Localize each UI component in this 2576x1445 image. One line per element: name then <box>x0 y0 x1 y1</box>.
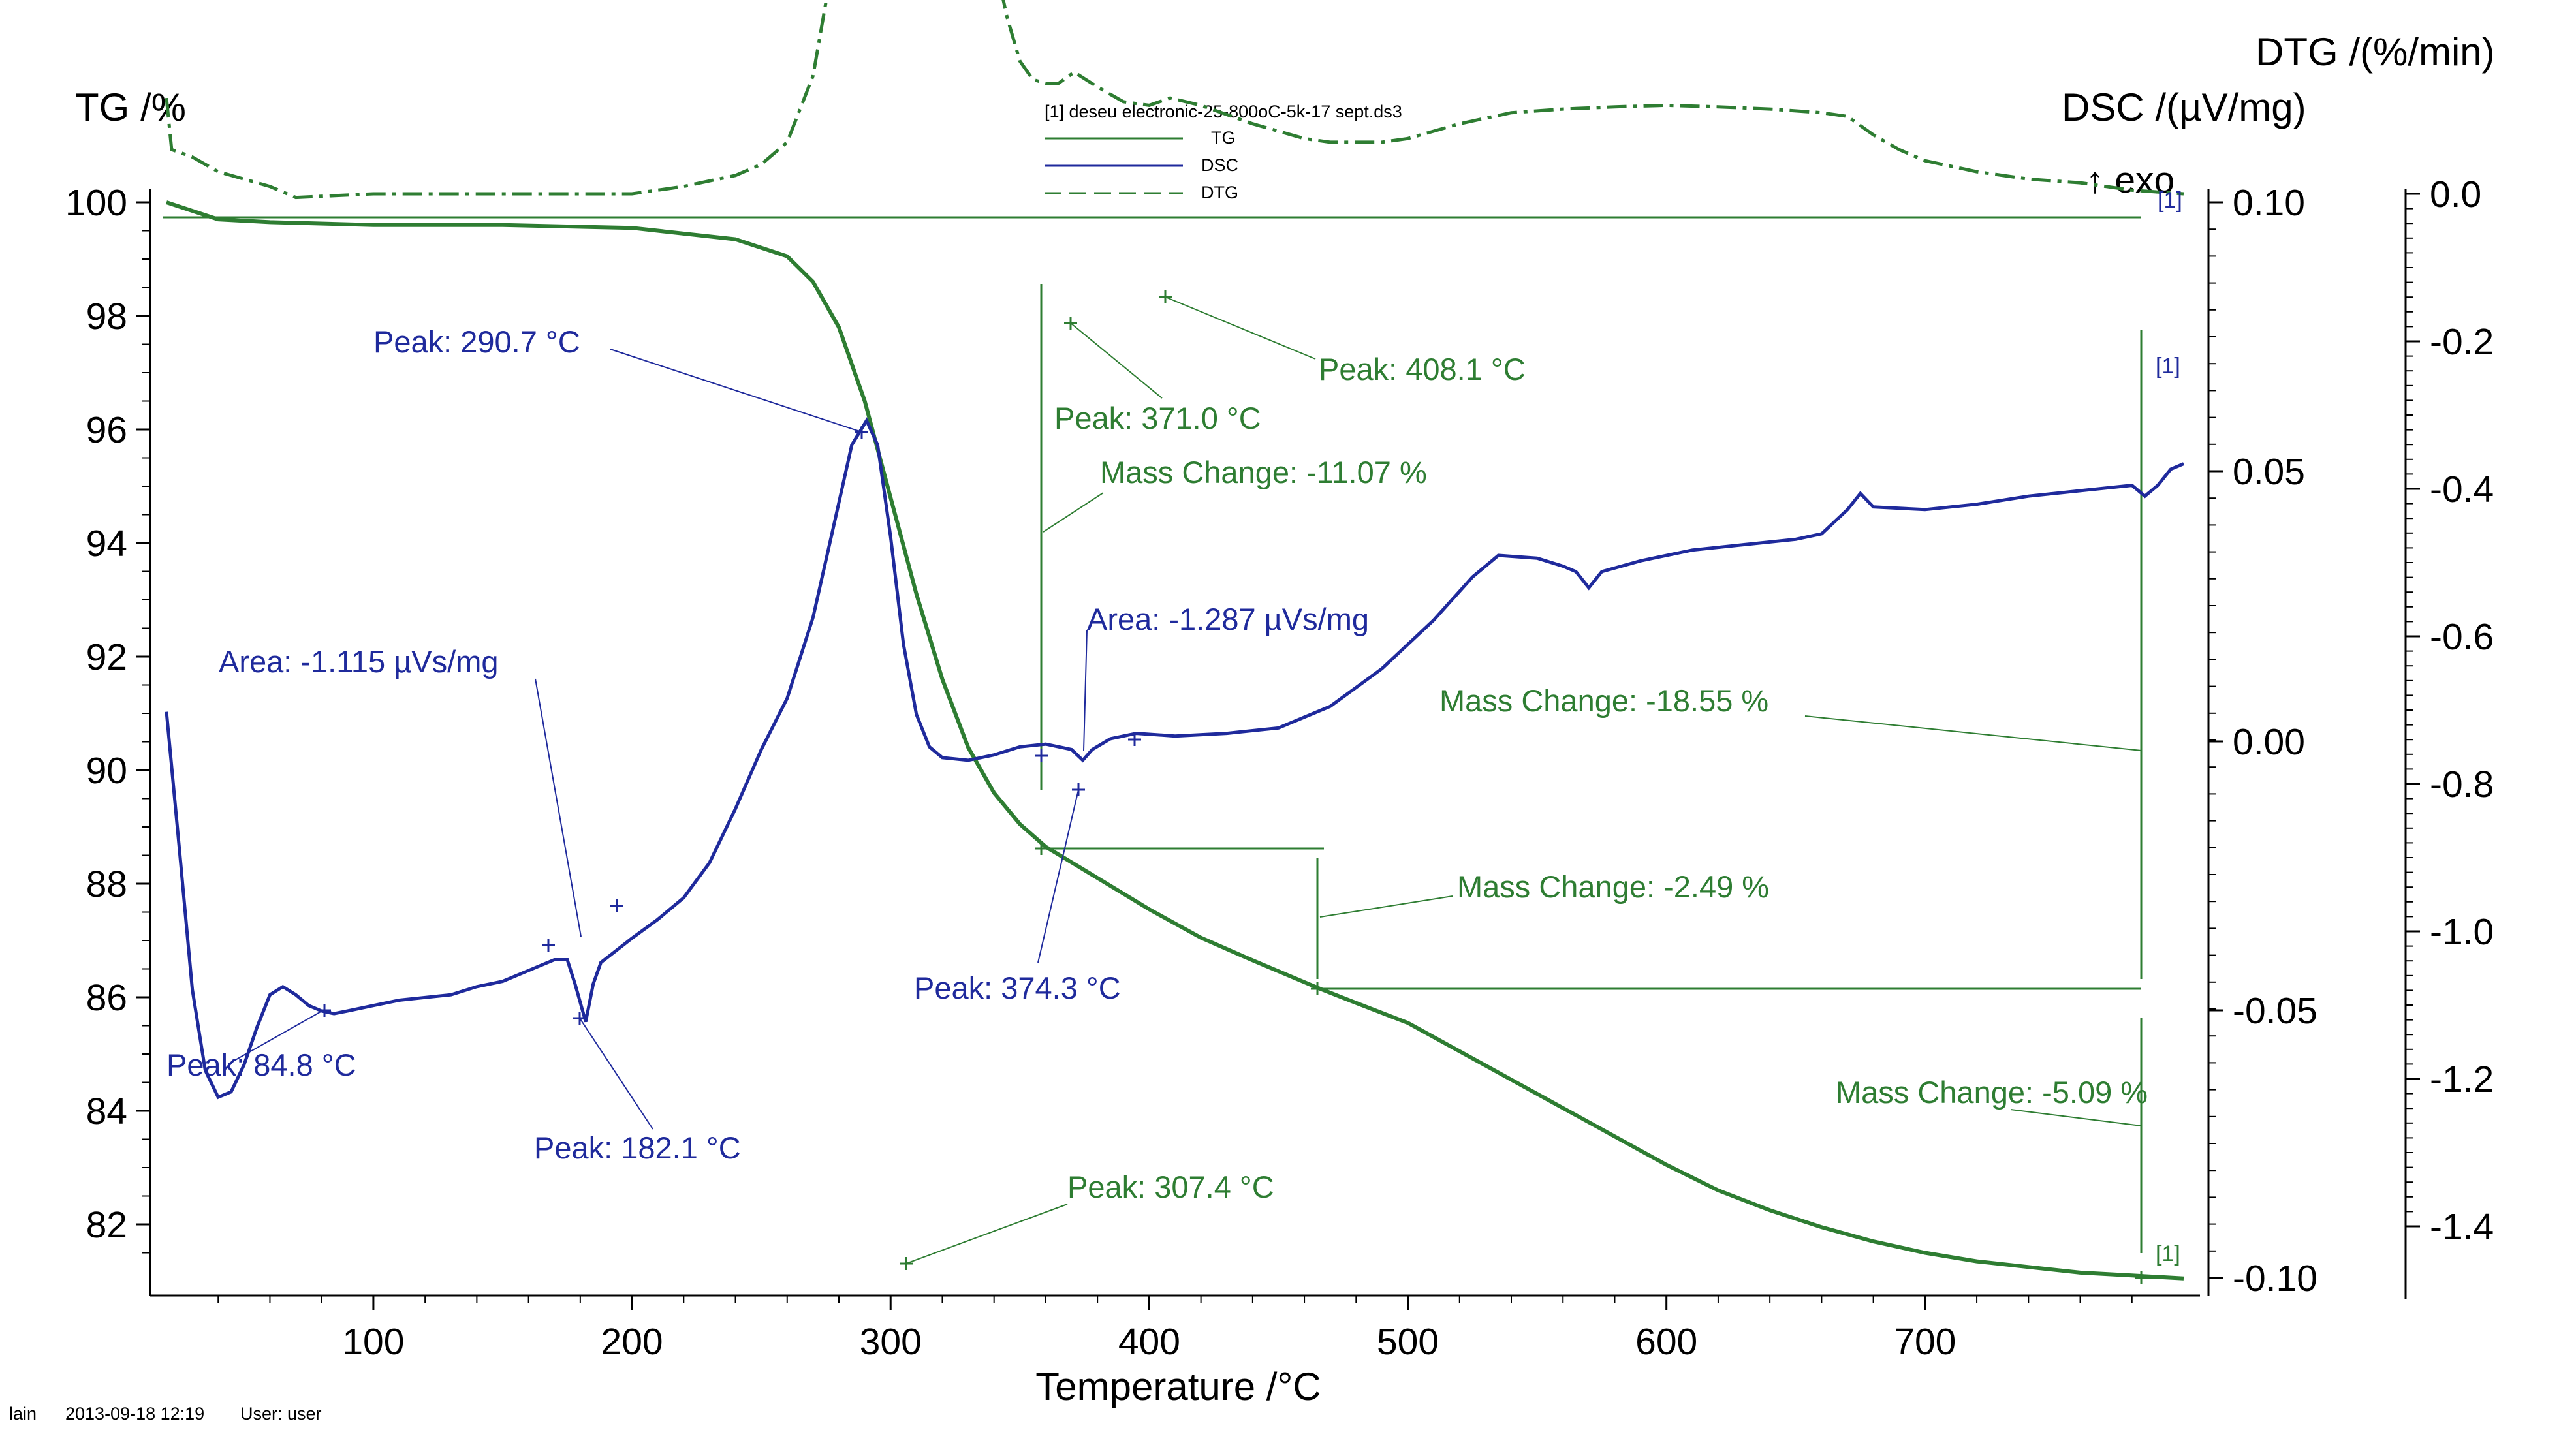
legend-label-tg: TG <box>1211 128 1236 148</box>
marker-tg-360 <box>1035 842 1048 855</box>
marker-tg-466 <box>1311 982 1324 995</box>
annotation-peak-290: Peak: 290.7 °C <box>373 324 580 359</box>
annotation-area-1287: Area: -1.287 µVs/mg <box>1087 602 1369 636</box>
annotation-mass-1855: Mass Change: -18.55 % <box>1439 683 1768 718</box>
marker-peak-374 <box>1072 783 1085 796</box>
marker-area-start <box>542 939 555 952</box>
legend: [1] deseu electronic-25-800oC-5k-17 sept… <box>1045 102 1402 202</box>
x-ticks: 100 200 300 400 500 600 700 <box>217 1296 2133 1363</box>
leader-peak-182 <box>579 1018 653 1130</box>
dsc-tick-label: 0.05 <box>2233 451 2305 493</box>
dtg-tick-label: -0.6 <box>2430 616 2494 658</box>
curve-marker-dtg: [1] <box>2158 188 2182 213</box>
leader-peak-84 <box>228 1010 324 1064</box>
marker-area2-end <box>1128 733 1141 746</box>
leader-mass-1855 <box>1804 715 2142 751</box>
leader-mass-1107 <box>1043 492 1104 533</box>
leader-peak-290 <box>610 349 862 433</box>
leader-peak-307 <box>905 1204 1068 1264</box>
tg-tick-label: 90 <box>86 750 127 792</box>
annotation-peak-84: Peak: 84.8 °C <box>166 1048 356 1082</box>
leader-area-1115 <box>535 678 582 937</box>
dtg-tick-label: -1.4 <box>2430 1206 2494 1248</box>
annotation-peak-371: Peak: 371.0 °C <box>1054 401 1261 435</box>
dtg-tick-label: -0.2 <box>2430 321 2494 363</box>
tg-tick-label: 92 <box>86 636 127 678</box>
tg-tick-label: 100 <box>65 182 127 224</box>
dsc-tick-label: -0.05 <box>2233 990 2317 1032</box>
marker-peak-182 <box>573 1012 586 1025</box>
dsc-curve <box>165 417 2184 1100</box>
x-tick-label: 600 <box>1635 1321 1697 1363</box>
annotation-peak-408: Peak: 408.1 °C <box>1319 352 1526 386</box>
leader-area-1287 <box>1083 629 1088 751</box>
legend-label-dsc: DSC <box>1201 155 1238 175</box>
curve-marker-dsc: [1] <box>2156 354 2180 379</box>
tg-tick-label: 88 <box>86 863 127 905</box>
dtg-curve <box>165 0 2184 200</box>
curve-marker-tg: [1] <box>2156 1241 2180 1266</box>
tg-curve <box>166 200 2184 1281</box>
dtg-axis-label: DTG /(%/min) <box>2255 30 2495 74</box>
x-tick-label: 200 <box>601 1321 663 1363</box>
tg-tick-label: 96 <box>86 409 127 451</box>
footer-user: User: user <box>240 1404 322 1423</box>
footer-datetime: 2013-09-18 12:19 <box>65 1404 204 1423</box>
annotation-leaders <box>228 296 2142 1264</box>
x-tick-label: 100 <box>342 1321 404 1363</box>
marker-area2-start <box>1035 749 1048 762</box>
marker-peak-84 <box>318 1004 331 1017</box>
tg-tick-label: 94 <box>86 523 127 565</box>
marker-tg-780 <box>2135 1271 2148 1284</box>
legend-label-dtg: DTG <box>1201 183 1238 202</box>
tg-tick-label: 82 <box>86 1204 127 1246</box>
x-axis-label: Temperature /°C <box>1035 1365 1321 1408</box>
footer-prefix: lain <box>9 1404 37 1423</box>
annotation-mass-249: Mass Change: -2.49 % <box>1457 869 1769 904</box>
leader-peak-408 <box>1165 296 1316 360</box>
dsc-tick-label: 0.00 <box>2233 721 2305 763</box>
annotation-area-1115: Area: -1.115 µVs/mg <box>219 644 499 679</box>
exo-label: ↑ exo <box>2086 159 2175 201</box>
peak-markers <box>318 290 2148 1284</box>
dtg-tick-label: 0.0 <box>2430 174 2481 215</box>
marker-peak-290 <box>855 426 868 439</box>
tg-tick-label: 84 <box>86 1091 127 1132</box>
leader-peak-371 <box>1070 322 1163 399</box>
annotation-peak-374: Peak: 374.3 °C <box>914 971 1121 1005</box>
dsc-tick-label: -0.10 <box>2233 1258 2317 1299</box>
marker-peak-307 <box>900 1257 913 1270</box>
x-tick-label: 500 <box>1377 1321 1439 1363</box>
annotation-peak-307: Peak: 307.4 °C <box>1067 1170 1274 1204</box>
leader-peak-374 <box>1037 789 1079 963</box>
tg-ticks: 82 84 86 88 90 92 94 96 98 100 <box>65 182 150 1254</box>
marker-peak-408 <box>1159 290 1172 303</box>
annotation-mass-1107: Mass Change: -11.07 % <box>1100 455 1427 489</box>
leader-mass-509 <box>2010 1109 2142 1126</box>
dtg-tick-label: -0.8 <box>2430 764 2494 805</box>
x-tick-label: 700 <box>1894 1321 1956 1363</box>
tg-tick-label: 86 <box>86 977 127 1019</box>
leader-mass-249 <box>1319 895 1453 918</box>
x-tick-label: 400 <box>1118 1321 1180 1363</box>
marker-area-end <box>610 899 623 912</box>
legend-title: [1] deseu electronic-25-800oC-5k-17 sept… <box>1045 102 1402 121</box>
tg-axis-label: TG /% <box>75 85 186 129</box>
dsc-axis-label: DSC /(µV/mg) <box>2062 85 2306 129</box>
annotation-mass-509: Mass Change: -5.09 % <box>1836 1075 2148 1110</box>
dtg-ticks: 0.0 -0.2 -0.4 -0.6 -0.8 -1.0 -1.2 -1.4 <box>2406 174 2494 1248</box>
dsc-ticks: 0.10 0.05 0.00 -0.05 -0.10 <box>2208 182 2317 1299</box>
dsc-tick-label: 0.10 <box>2233 182 2305 224</box>
dtg-tick-label: -1.0 <box>2430 911 2494 953</box>
x-tick-label: 300 <box>860 1321 922 1363</box>
marker-peak-371 <box>1064 317 1077 330</box>
dtg-tick-label: -0.4 <box>2430 469 2494 510</box>
tg-tick-label: 98 <box>86 296 127 337</box>
annotation-peak-182: Peak: 182.1 °C <box>534 1130 741 1165</box>
dtg-tick-label: -1.2 <box>2430 1059 2494 1100</box>
